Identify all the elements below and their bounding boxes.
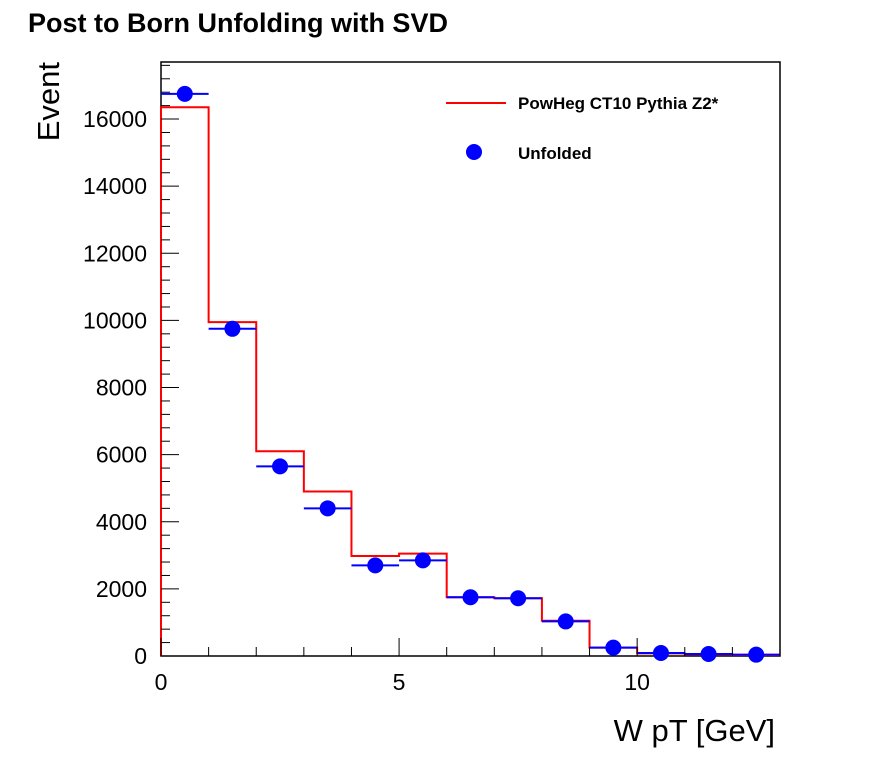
legend-label-unfolded: Unfolded <box>518 144 592 163</box>
chart-title: Post to Born Unfolding with SVD <box>28 8 448 38</box>
y-tick-label: 0 <box>134 643 147 669</box>
y-tick-label: 10000 <box>83 307 147 333</box>
x-tick-labels: 0 5 10 <box>155 669 650 695</box>
y-tick-label: 6000 <box>96 442 147 468</box>
legend-marker-unfolded <box>466 144 482 160</box>
axis-ticks <box>160 64 781 657</box>
legend-label-powheg: PowHeg CT10 Pythia Z2* <box>518 94 719 113</box>
unfolded-point <box>652 644 669 661</box>
unfolded-point <box>700 645 717 662</box>
unfolded-point <box>224 320 241 337</box>
unfolded-point <box>510 590 527 607</box>
y-axis-label: Event <box>31 62 66 142</box>
unfolded-point <box>414 552 431 569</box>
y-tick-label: 8000 <box>96 375 147 401</box>
unfolded-point <box>462 589 479 606</box>
unfolded-point <box>272 458 289 475</box>
y-tick-labels: 0 2000 4000 6000 8000 10000 12000 14000 16000 <box>83 106 147 669</box>
reference-histogram <box>160 106 780 656</box>
reference-histogram-line <box>160 106 780 656</box>
y-tick-label: 2000 <box>96 576 147 602</box>
x-tick-label: 0 <box>155 669 168 695</box>
unfolded-point <box>748 646 765 663</box>
unfolded-point <box>605 639 622 656</box>
y-tick-label: 12000 <box>83 240 147 266</box>
y-tick-label: 16000 <box>83 106 147 132</box>
unfolded-points <box>161 85 780 663</box>
x-tick-label: 10 <box>624 669 650 695</box>
unfolded-point <box>319 500 336 517</box>
x-axis-label: W pT [GeV] <box>614 713 775 748</box>
unfolded-point <box>176 85 193 102</box>
y-tick-label: 4000 <box>96 509 147 535</box>
legend: PowHeg CT10 Pythia Z2* Unfolded <box>446 94 719 163</box>
unfolded-point <box>367 557 384 574</box>
y-tick-label: 14000 <box>83 173 147 199</box>
x-tick-label: 5 <box>393 669 406 695</box>
unfolded-point <box>557 613 574 630</box>
